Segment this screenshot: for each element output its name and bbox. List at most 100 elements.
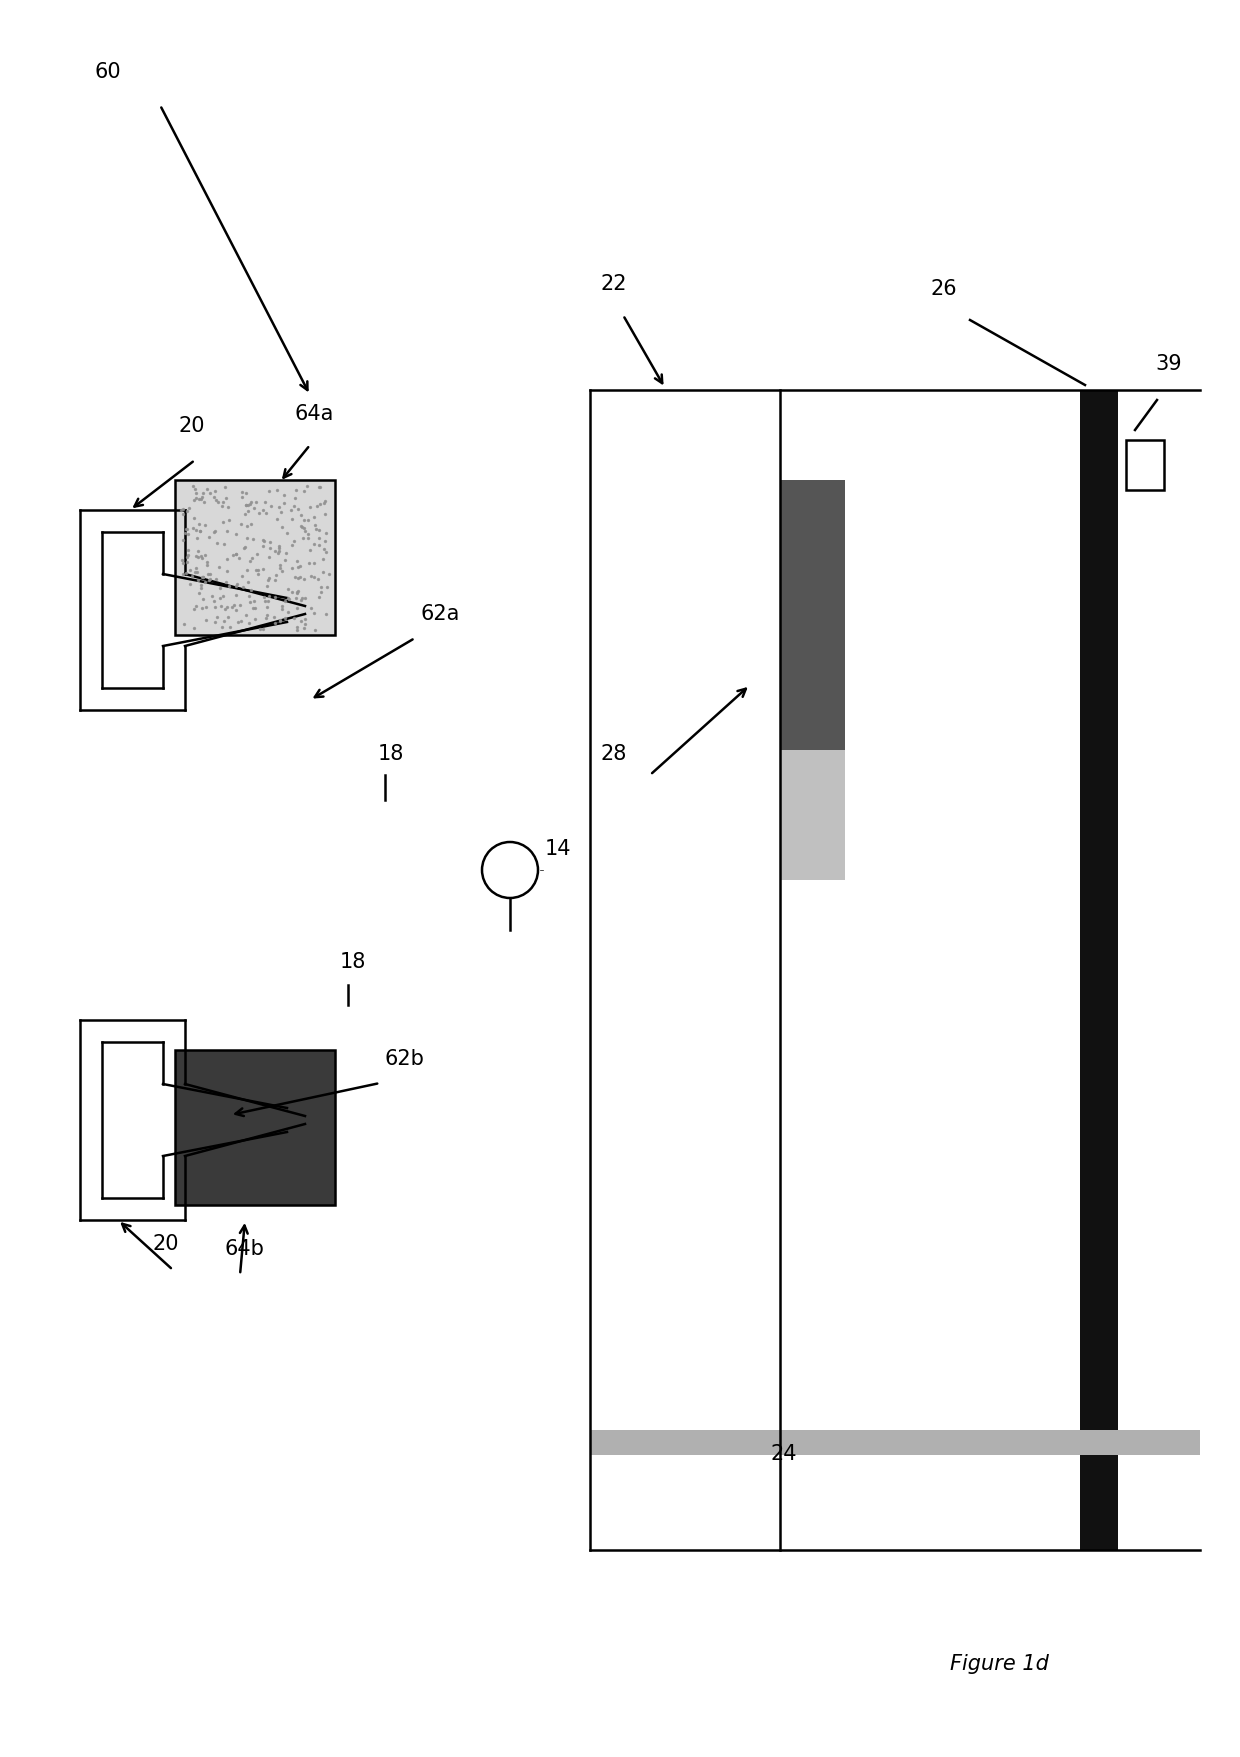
Point [305, 599, 325, 627]
Point [253, 495, 273, 524]
Point [180, 555, 200, 583]
Point [193, 562, 213, 590]
Point [315, 487, 335, 515]
Point [286, 615, 306, 643]
Point [195, 541, 215, 569]
Point [239, 582, 259, 610]
Point [243, 594, 263, 622]
Point [188, 566, 208, 594]
Point [301, 594, 321, 622]
Point [270, 497, 290, 525]
Point [222, 592, 242, 620]
Point [205, 483, 224, 511]
Point [279, 575, 299, 603]
Point [188, 543, 208, 571]
Point [226, 520, 246, 548]
Text: 60: 60 [95, 61, 122, 83]
Point [281, 553, 301, 582]
Point [179, 541, 198, 569]
Point [217, 517, 237, 545]
Point [192, 545, 212, 573]
Point [187, 559, 207, 587]
Point [196, 606, 216, 634]
Point [281, 578, 301, 606]
Point [180, 571, 200, 599]
Point [190, 510, 210, 538]
Point [294, 478, 314, 506]
Point [272, 592, 291, 620]
Text: 64b: 64b [224, 1239, 265, 1260]
Point [258, 587, 278, 615]
Point [190, 517, 210, 545]
Point [273, 594, 293, 622]
Point [205, 518, 224, 546]
Point [237, 557, 257, 585]
Point [253, 615, 273, 643]
Point [265, 608, 285, 636]
Point [195, 511, 215, 539]
Point [232, 478, 252, 506]
Point [233, 573, 253, 601]
Point [200, 560, 219, 589]
Point [212, 613, 232, 641]
Point [175, 520, 195, 548]
Point [206, 566, 226, 594]
Point [290, 562, 310, 590]
Point [218, 492, 238, 520]
Point [309, 524, 329, 552]
Point [309, 566, 329, 594]
Point [311, 578, 331, 606]
Point [284, 527, 304, 555]
Point [232, 510, 252, 538]
Point [174, 525, 193, 553]
Point [236, 532, 255, 560]
Point [201, 566, 221, 594]
Point [244, 494, 264, 522]
Point [310, 473, 330, 501]
Point [191, 571, 211, 599]
Point [226, 596, 246, 624]
Point [195, 488, 215, 517]
Point [185, 504, 205, 532]
Point [279, 585, 299, 613]
Point [304, 562, 324, 590]
Point [216, 568, 236, 596]
Point [205, 608, 224, 636]
Point [270, 553, 290, 582]
Text: 39: 39 [1154, 353, 1182, 374]
Point [232, 483, 252, 511]
Point [260, 534, 280, 562]
Point [285, 564, 305, 592]
Point [185, 474, 205, 503]
Point [223, 541, 243, 569]
Point [185, 557, 205, 585]
Point [259, 582, 279, 610]
Point [195, 568, 215, 596]
Point [216, 473, 236, 501]
Text: 20: 20 [179, 416, 205, 436]
Point [290, 552, 310, 580]
Point [305, 511, 325, 539]
Point [275, 538, 295, 566]
Point [185, 487, 205, 515]
Point [229, 590, 249, 618]
Point [207, 529, 227, 557]
Point [290, 511, 310, 539]
Point [316, 599, 336, 627]
Point [193, 585, 213, 613]
Point [310, 490, 330, 518]
Point [257, 573, 277, 601]
Point [239, 610, 259, 638]
Point [315, 536, 335, 564]
Point [253, 555, 273, 583]
Point [184, 613, 203, 641]
Point [236, 490, 255, 518]
Point [241, 488, 260, 517]
Point [312, 545, 332, 573]
Point [219, 506, 239, 534]
Point [293, 583, 312, 611]
Point [267, 560, 286, 589]
Point [284, 604, 304, 633]
Point [186, 517, 206, 545]
Point [213, 529, 233, 557]
